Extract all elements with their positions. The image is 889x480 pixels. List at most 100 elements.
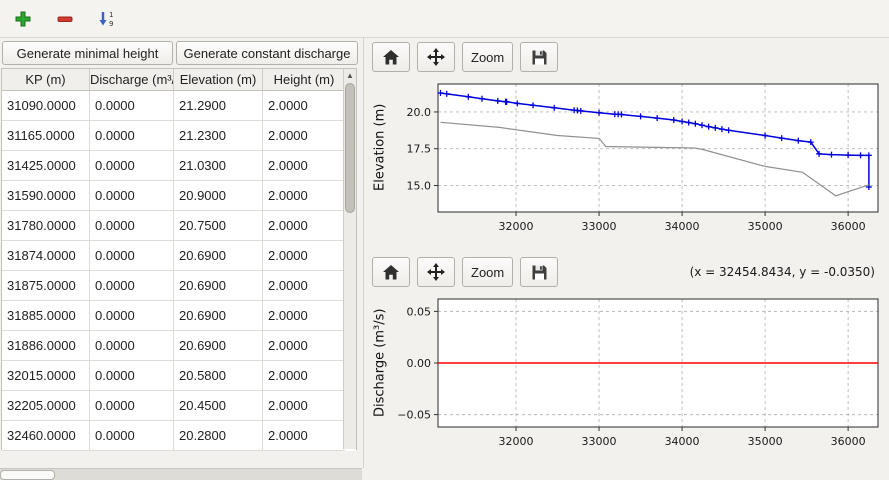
- table-cell[interactable]: 2.0000: [263, 241, 345, 271]
- discharge-chart[interactable]: 32000 33000 34000 35000 36000 0.05 0.00 −0.05: [392, 291, 884, 463]
- table-cell[interactable]: 31886.0000: [2, 331, 90, 361]
- table-cell[interactable]: 21.2300: [174, 121, 263, 151]
- table-cell[interactable]: 2.0000: [263, 391, 345, 421]
- table-cell[interactable]: 21.0300: [174, 151, 263, 181]
- svg-text:1: 1: [109, 11, 113, 19]
- horizontal-scrollbar[interactable]: [0, 468, 362, 480]
- table-cell[interactable]: 2.0000: [263, 121, 345, 151]
- table-cell[interactable]: 20.6900: [174, 301, 263, 331]
- svg-text:36000: 36000: [831, 435, 866, 448]
- table-cell[interactable]: 31874.0000: [2, 241, 90, 271]
- table-cell[interactable]: 32205.0000: [2, 391, 90, 421]
- values-table: KP (m) Discharge (m³/s) Elevation (m) He…: [1, 68, 357, 451]
- table-cell[interactable]: 2.0000: [263, 151, 345, 181]
- generate-minimal-height-button[interactable]: Generate minimal height: [2, 41, 173, 65]
- table-cell[interactable]: 20.6900: [174, 331, 263, 361]
- table-cell[interactable]: 0.0000: [90, 151, 174, 181]
- table-cell[interactable]: 2.0000: [263, 91, 345, 121]
- table-cell[interactable]: 31885.0000: [2, 301, 90, 331]
- table-cell[interactable]: 0.0000: [90, 91, 174, 121]
- table-cell[interactable]: 2.0000: [263, 181, 345, 211]
- table-cell[interactable]: 31165.0000: [2, 121, 90, 151]
- table-cell[interactable]: 20.6900: [174, 271, 263, 301]
- table-row[interactable]: 31590.0000 0.0000 20.9000 2.0000: [2, 181, 356, 211]
- generate-constant-discharge-button[interactable]: Generate constant discharge: [176, 41, 358, 65]
- table-cell[interactable]: 2.0000: [263, 421, 345, 451]
- table-row[interactable]: 31425.0000 0.0000 21.0300 2.0000: [2, 151, 356, 181]
- discharge-chart-toolbar: Zoom (x = 32454.8434, y = -0.0350): [364, 253, 889, 291]
- table-scrollbar[interactable]: ▲: [343, 69, 356, 449]
- table-row[interactable]: 31090.0000 0.0000 21.2900 2.0000: [2, 91, 356, 121]
- table-row[interactable]: 32460.0000 0.0000 20.2800 2.0000: [2, 421, 356, 451]
- table-cell[interactable]: 0.0000: [90, 421, 174, 451]
- plus-icon: [15, 11, 31, 26]
- svg-text:32000: 32000: [499, 220, 534, 233]
- sort-button[interactable]: 1 9: [94, 6, 120, 32]
- svg-text:0.05: 0.05: [407, 305, 432, 318]
- charts-panel: Zoom Elevation (m) 32000 33000 34000 35000 3…: [363, 38, 889, 468]
- remove-row-button[interactable]: [52, 6, 78, 32]
- table-cell[interactable]: 31780.0000: [2, 211, 90, 241]
- table-cell[interactable]: 2.0000: [263, 211, 345, 241]
- table-cell[interactable]: 2.0000: [263, 361, 345, 391]
- table-cell[interactable]: 32460.0000: [2, 421, 90, 451]
- table-cell[interactable]: 0.0000: [90, 301, 174, 331]
- table-cell[interactable]: 0.0000: [90, 121, 174, 151]
- table-cell[interactable]: 31590.0000: [2, 181, 90, 211]
- table-cell[interactable]: 21.2900: [174, 91, 263, 121]
- table-cell[interactable]: 31425.0000: [2, 151, 90, 181]
- table-cell[interactable]: 32015.0000: [2, 361, 90, 391]
- elevation-chart[interactable]: 32000 33000 34000 35000 36000 20.0 17.5 15.0: [392, 76, 884, 248]
- add-row-button[interactable]: [10, 6, 36, 32]
- table-cell[interactable]: 20.4500: [174, 391, 263, 421]
- zoom-button[interactable]: Zoom: [462, 42, 514, 72]
- table-cell[interactable]: 20.9000: [174, 181, 263, 211]
- column-header-elevation[interactable]: Elevation (m): [174, 69, 263, 90]
- table-row[interactable]: 31165.0000 0.0000 21.2300 2.0000: [2, 121, 356, 151]
- scrollbar-up-arrow[interactable]: ▲: [346, 71, 354, 80]
- table-cell[interactable]: 0.0000: [90, 181, 174, 211]
- table-cell[interactable]: 0.0000: [90, 211, 174, 241]
- table-cell[interactable]: 2.0000: [263, 301, 345, 331]
- discharge-chart-area: Discharge (m³/s) 32000 33000 34000 35000 360…: [364, 291, 889, 468]
- home-button[interactable]: [372, 257, 410, 287]
- svg-text:−0.05: −0.05: [397, 409, 431, 422]
- home-icon: [383, 264, 399, 279]
- svg-text:36000: 36000: [831, 220, 866, 233]
- table-cell[interactable]: 0.0000: [90, 331, 174, 361]
- table-cell[interactable]: 0.0000: [90, 391, 174, 421]
- table-row[interactable]: 31886.0000 0.0000 20.6900 2.0000: [2, 331, 356, 361]
- table-cell[interactable]: 31090.0000: [2, 91, 90, 121]
- save-button[interactable]: [520, 257, 559, 287]
- scrollbar-thumb[interactable]: [345, 83, 355, 213]
- table-cell[interactable]: 2.0000: [263, 331, 345, 361]
- table-row[interactable]: 31875.0000 0.0000 20.6900 2.0000: [2, 271, 356, 301]
- table-cell[interactable]: 20.5800: [174, 361, 263, 391]
- table-row[interactable]: 32015.0000 0.0000 20.5800 2.0000: [2, 361, 356, 391]
- table-row[interactable]: 32205.0000 0.0000 20.4500 2.0000: [2, 391, 356, 421]
- table-row[interactable]: 31780.0000 0.0000 20.7500 2.0000: [2, 211, 356, 241]
- horizontal-scrollbar-thumb[interactable]: [0, 470, 55, 480]
- svg-text:33000: 33000: [582, 435, 617, 448]
- column-header-discharge[interactable]: Discharge (m³/s): [90, 69, 174, 90]
- save-button[interactable]: [520, 42, 559, 72]
- column-header-height[interactable]: Height (m): [273, 72, 335, 87]
- pan-button[interactable]: [417, 42, 455, 72]
- svg-text:35000: 35000: [748, 435, 783, 448]
- pan-button[interactable]: [417, 257, 455, 287]
- table-cell[interactable]: 0.0000: [90, 271, 174, 301]
- table-cell[interactable]: 2.0000: [263, 271, 345, 301]
- zoom-button[interactable]: Zoom: [462, 257, 514, 287]
- table-row[interactable]: 31885.0000 0.0000 20.6900 2.0000: [2, 301, 356, 331]
- table-cell[interactable]: 31875.0000: [2, 271, 90, 301]
- table-row[interactable]: 31874.0000 0.0000 20.6900 2.0000: [2, 241, 356, 271]
- table-cell[interactable]: 0.0000: [90, 361, 174, 391]
- table-cell[interactable]: 0.0000: [90, 241, 174, 271]
- table-cell[interactable]: 20.6900: [174, 241, 263, 271]
- pan-icon: [427, 263, 445, 281]
- svg-text:17.5: 17.5: [407, 143, 432, 156]
- table-cell[interactable]: 20.2800: [174, 421, 263, 451]
- table-cell[interactable]: 20.7500: [174, 211, 263, 241]
- column-header-kp[interactable]: KP (m): [2, 69, 90, 90]
- home-button[interactable]: [372, 42, 410, 72]
